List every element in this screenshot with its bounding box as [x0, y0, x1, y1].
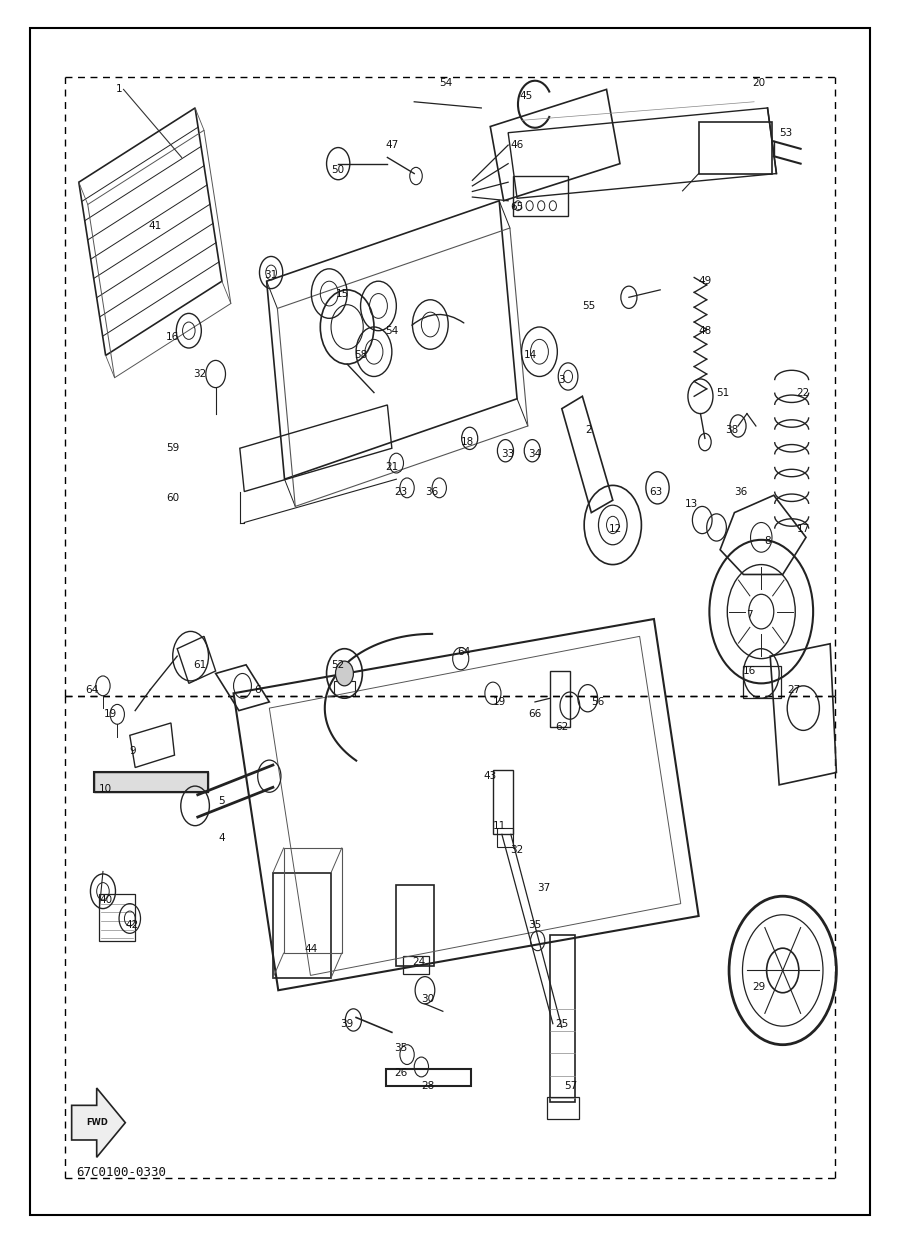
Text: 40: 40: [99, 895, 112, 905]
Text: 43: 43: [483, 771, 497, 781]
Text: 22: 22: [796, 388, 810, 398]
Text: 42: 42: [126, 920, 140, 930]
Text: 20: 20: [752, 78, 765, 88]
Text: 13: 13: [685, 498, 698, 508]
Circle shape: [336, 661, 354, 686]
Bar: [273, 873, 331, 978]
Text: 35: 35: [394, 1043, 408, 1053]
Text: 18: 18: [462, 438, 474, 447]
Text: 37: 37: [537, 883, 551, 892]
Text: 58: 58: [354, 351, 367, 360]
Text: 39: 39: [340, 1019, 354, 1029]
Text: 8: 8: [764, 536, 770, 546]
Bar: [550, 935, 575, 1101]
Text: 29: 29: [752, 982, 765, 992]
Text: 59: 59: [166, 444, 179, 454]
Text: 23: 23: [394, 486, 408, 496]
Bar: [99, 894, 135, 941]
Text: 9: 9: [130, 747, 136, 757]
Bar: [698, 122, 772, 174]
Text: 21: 21: [385, 462, 399, 472]
Text: 66: 66: [528, 710, 542, 720]
Text: 65: 65: [510, 201, 524, 213]
Text: 44: 44: [305, 945, 318, 955]
Text: 12: 12: [608, 523, 622, 533]
Bar: [385, 1069, 471, 1085]
Text: 19: 19: [104, 710, 117, 720]
Text: 28: 28: [421, 1080, 435, 1090]
Text: 46: 46: [510, 140, 524, 150]
Text: 27: 27: [788, 685, 801, 695]
Text: 54: 54: [385, 326, 399, 336]
Text: 38: 38: [725, 425, 738, 435]
Bar: [546, 1096, 579, 1119]
Text: 64: 64: [457, 648, 470, 658]
Text: 32: 32: [510, 845, 524, 855]
Text: 19: 19: [492, 697, 506, 707]
Text: FWD: FWD: [86, 1119, 108, 1127]
Bar: [497, 828, 513, 846]
Text: 53: 53: [778, 128, 792, 138]
Text: 64: 64: [86, 685, 99, 695]
Text: 33: 33: [501, 450, 515, 460]
Text: 16: 16: [743, 666, 756, 676]
Text: 57: 57: [564, 1080, 578, 1090]
Text: 45: 45: [519, 91, 533, 101]
Text: 4: 4: [219, 833, 225, 843]
Text: 32: 32: [193, 369, 206, 379]
Text: 16: 16: [166, 332, 179, 342]
Text: 51: 51: [716, 388, 729, 398]
Text: 41: 41: [148, 220, 161, 230]
Bar: [94, 772, 209, 792]
Text: 52: 52: [331, 660, 345, 670]
Text: 30: 30: [421, 994, 434, 1004]
Text: 61: 61: [193, 660, 206, 670]
Text: 60: 60: [166, 492, 179, 502]
Text: 14: 14: [524, 351, 537, 360]
Text: 24: 24: [412, 957, 426, 967]
Text: 36: 36: [426, 486, 438, 496]
Text: 62: 62: [555, 722, 569, 732]
Text: 49: 49: [698, 276, 712, 286]
Bar: [513, 177, 568, 215]
Text: 1: 1: [116, 85, 122, 94]
Text: 48: 48: [698, 326, 712, 336]
Bar: [334, 681, 356, 696]
Text: 55: 55: [582, 301, 595, 311]
Text: 6: 6: [255, 685, 261, 695]
Bar: [550, 671, 570, 727]
Text: 17: 17: [796, 523, 810, 533]
Text: 31: 31: [265, 270, 278, 280]
Text: 25: 25: [555, 1019, 569, 1029]
Text: 2: 2: [585, 425, 592, 435]
Text: 50: 50: [331, 165, 345, 175]
Text: 11: 11: [492, 820, 506, 830]
Text: 35: 35: [528, 920, 542, 930]
Bar: [493, 769, 513, 834]
Text: 5: 5: [219, 796, 225, 805]
Text: 63: 63: [649, 486, 662, 496]
Text: 3: 3: [559, 375, 565, 385]
Bar: [284, 848, 342, 953]
Text: 10: 10: [99, 783, 112, 793]
Text: 7: 7: [746, 610, 753, 620]
Text: 56: 56: [591, 697, 604, 707]
Bar: [743, 666, 781, 699]
Text: 36: 36: [734, 486, 747, 496]
Bar: [396, 885, 434, 966]
Bar: [94, 772, 209, 792]
Text: 15: 15: [336, 288, 349, 298]
Text: 54: 54: [439, 78, 452, 88]
Text: 67C0100-0330: 67C0100-0330: [76, 1166, 166, 1178]
Text: 47: 47: [385, 140, 399, 150]
Text: 26: 26: [394, 1068, 408, 1078]
Text: 34: 34: [528, 450, 542, 460]
Bar: [403, 956, 428, 975]
Polygon shape: [72, 1088, 125, 1157]
